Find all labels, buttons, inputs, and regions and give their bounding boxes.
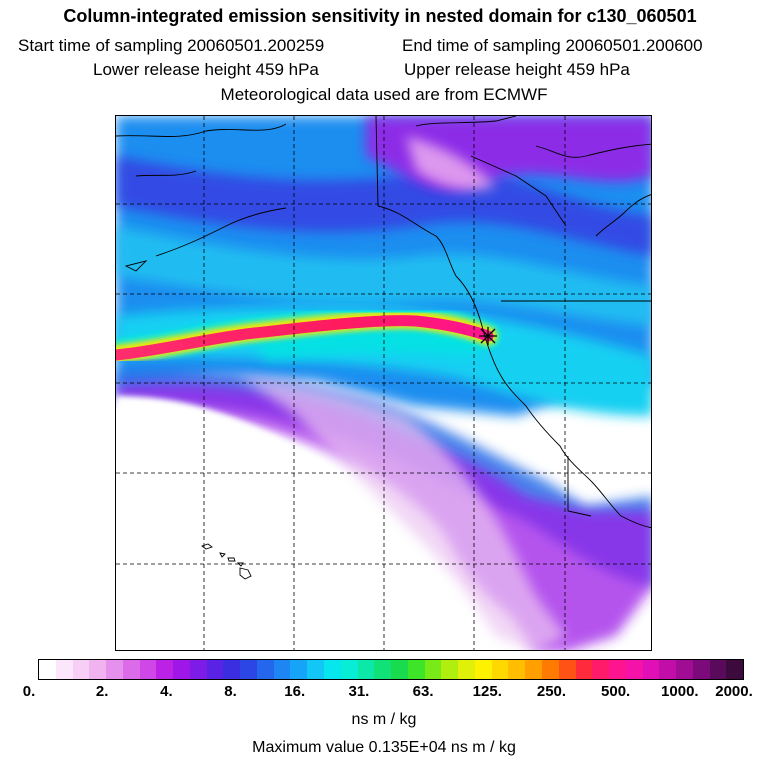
plume xyxy=(116,304,501,365)
colorbar-tick-label: 2000. xyxy=(715,683,753,700)
colorbar-cell xyxy=(692,660,710,679)
field-north-light xyxy=(406,136,496,191)
colorbar-tick-label: 0. xyxy=(22,683,36,700)
field-upper-band-dark xyxy=(116,156,651,256)
release-point-star xyxy=(479,327,497,345)
plume-core xyxy=(116,315,494,361)
colorbar-cell xyxy=(525,660,542,679)
colorbar-cell xyxy=(407,660,425,679)
colorbar-cell xyxy=(424,660,442,679)
colorbar-cell xyxy=(89,660,107,679)
colorbar-tick-label: 31. xyxy=(348,683,370,700)
colorbar-cell xyxy=(625,660,643,679)
colorbar-cell xyxy=(592,660,610,679)
colorbar-cell xyxy=(441,660,459,679)
colorbar-cell xyxy=(726,660,744,679)
lat-lon-grid xyxy=(116,116,651,650)
colorbar-cell xyxy=(642,660,660,679)
colorbar-tick-label: 250. xyxy=(536,683,567,700)
colorbar-tick-label: 4. xyxy=(160,683,173,700)
colorbar-cell xyxy=(240,660,257,679)
met-data-label: Meteorological data used are from ECMWF xyxy=(220,85,548,104)
colorbar-unit-label: ns m / kg xyxy=(351,711,417,728)
colorbar-cell xyxy=(290,660,308,679)
colorbar-tick-label: 125. xyxy=(472,683,502,700)
upper-release-label: Upper release height 459 hPa xyxy=(404,60,630,79)
sensitivity-map xyxy=(115,115,652,651)
hawaiian-islands xyxy=(201,543,252,580)
colorbar-cell xyxy=(391,660,408,679)
colorbar-cell xyxy=(324,660,341,679)
start-time-label: Start time of sampling 20060501.200259 xyxy=(18,36,325,55)
colorbar-cell xyxy=(106,660,123,679)
colorbar-tick-label: 500. xyxy=(601,683,631,700)
colorbar-cell xyxy=(173,660,190,679)
colorbar-cell xyxy=(340,660,358,679)
colorbar-cell xyxy=(575,660,593,679)
colorbar-cell xyxy=(55,660,73,679)
colorbar-cell xyxy=(676,660,693,679)
colorbar-cell xyxy=(273,660,291,679)
colorbar-cell xyxy=(156,660,174,679)
colorbar-cell xyxy=(72,660,90,679)
colorbar-cell xyxy=(206,660,224,679)
colorbar-cell xyxy=(307,660,325,679)
end-time-label: End time of sampling 20060501.200600 xyxy=(402,36,703,55)
coastlines xyxy=(116,116,651,529)
colorbar-cell xyxy=(374,660,392,679)
colorbar-cell xyxy=(223,660,241,679)
colorbar-cell xyxy=(541,660,559,679)
colorbar-cell xyxy=(139,660,157,679)
colorbar-cell xyxy=(508,660,526,679)
colorbar-tick-label: 1000. xyxy=(661,683,699,700)
colorbar-cell xyxy=(189,660,207,679)
colorbar-cell xyxy=(474,660,492,679)
lower-release-label: Lower release height 459 hPa xyxy=(93,60,319,79)
colorbar-cell xyxy=(491,660,509,679)
colorbar-tick-label: 2. xyxy=(95,683,109,700)
field-white-ocean xyxy=(116,396,396,650)
colorbar-tick-label: 8. xyxy=(224,683,237,700)
colorbar-cell xyxy=(709,660,727,679)
colorbar-cell xyxy=(558,660,576,679)
field-south-lavender xyxy=(236,376,566,650)
colorbar-cell xyxy=(256,660,274,679)
colorbar xyxy=(38,659,744,680)
colorbar-cell xyxy=(122,660,140,679)
colorbar-tick-label: 63. xyxy=(412,683,434,700)
maximum-value-label: Maximum value 0.135E+04 ns m / kg xyxy=(252,739,516,756)
colorbar-tick-label: 16. xyxy=(284,683,306,700)
colorbar-cell xyxy=(357,660,375,679)
colorbar-cell xyxy=(39,660,56,679)
colorbar-cell xyxy=(659,660,677,679)
map-canvas xyxy=(116,116,651,650)
colorbar-cell xyxy=(609,660,626,679)
plot-title: Column-integrated emission sensitivity i… xyxy=(63,6,697,26)
colorbar-cell xyxy=(458,660,475,679)
